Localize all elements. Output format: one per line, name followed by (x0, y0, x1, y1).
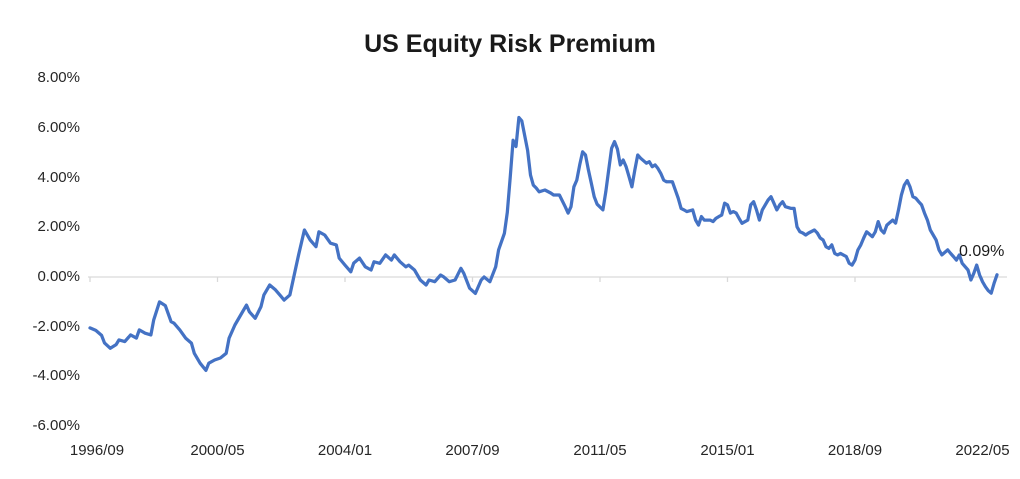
x-axis-tick-label: 2022/05 (955, 442, 1010, 459)
x-axis-tick-label: 2015/01 (700, 442, 755, 459)
y-axis-tick-label: -6.00% (32, 417, 80, 435)
y-axis-tick-label: 0.00% (37, 268, 80, 285)
y-axis-tick-label: -2.00% (32, 317, 80, 335)
x-axis-tick-label: 2000/05 (190, 442, 245, 459)
y-axis-tick-label: 6.00% (37, 118, 80, 136)
x-axis-tick-label: 2018/09 (827, 442, 883, 459)
y-axis-tick-label: 2.00% (37, 218, 80, 236)
y-axis-tick-label: -4.00% (32, 367, 80, 385)
y-axis-tick-label: 4.00% (37, 168, 80, 186)
x-axis-tick-label: 2007/09 (445, 442, 500, 459)
x-axis-tick-label: 1996/09 (69, 442, 125, 459)
x-axis-tick-label: 2004/01 (317, 442, 373, 459)
erp-series-line (88, 115, 999, 373)
x-axis-tick-label: 2011/05 (573, 442, 627, 459)
last-value-annotation: 0.09% (959, 243, 1005, 260)
y-axis-tick-label: 8.00% (37, 69, 80, 87)
chart-title: US Equity Risk Premium (364, 30, 656, 58)
